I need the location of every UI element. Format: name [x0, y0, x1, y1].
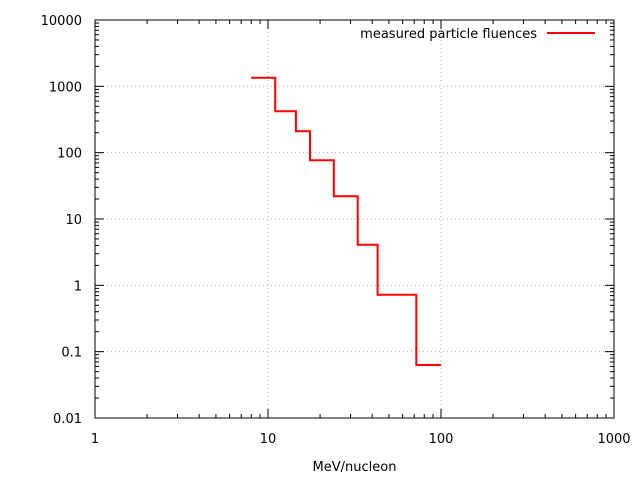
- x-tick-label: 1: [91, 432, 99, 447]
- ticks: [94, 19, 615, 419]
- y-tick-label: 10: [65, 213, 82, 228]
- y-tick-label: 0.01: [53, 412, 82, 427]
- grid: [95, 20, 614, 418]
- y-tick-label: 0.1: [61, 346, 82, 361]
- series-layer: [251, 76, 441, 366]
- tick-labels: 1 10 100 1000 0.01 0.1 1 10 100 1000 10000: [41, 14, 631, 447]
- legend: measured particle fluences: [360, 27, 595, 42]
- y-tick-label: 10000: [41, 14, 82, 29]
- x-tick-label: 100: [429, 432, 454, 447]
- y-tick-label: 1: [74, 279, 82, 294]
- legend-label: measured particle fluences: [360, 27, 537, 42]
- series-step-line: [251, 76, 441, 366]
- y-tick-label: 100: [57, 147, 82, 162]
- y-tick-label: 1000: [49, 80, 82, 95]
- x-tick-label: 1000: [597, 432, 630, 447]
- x-axis-title: MeV/nucleon: [313, 460, 397, 475]
- x-tick-label: 10: [260, 432, 277, 447]
- plot-frame: [94, 19, 615, 419]
